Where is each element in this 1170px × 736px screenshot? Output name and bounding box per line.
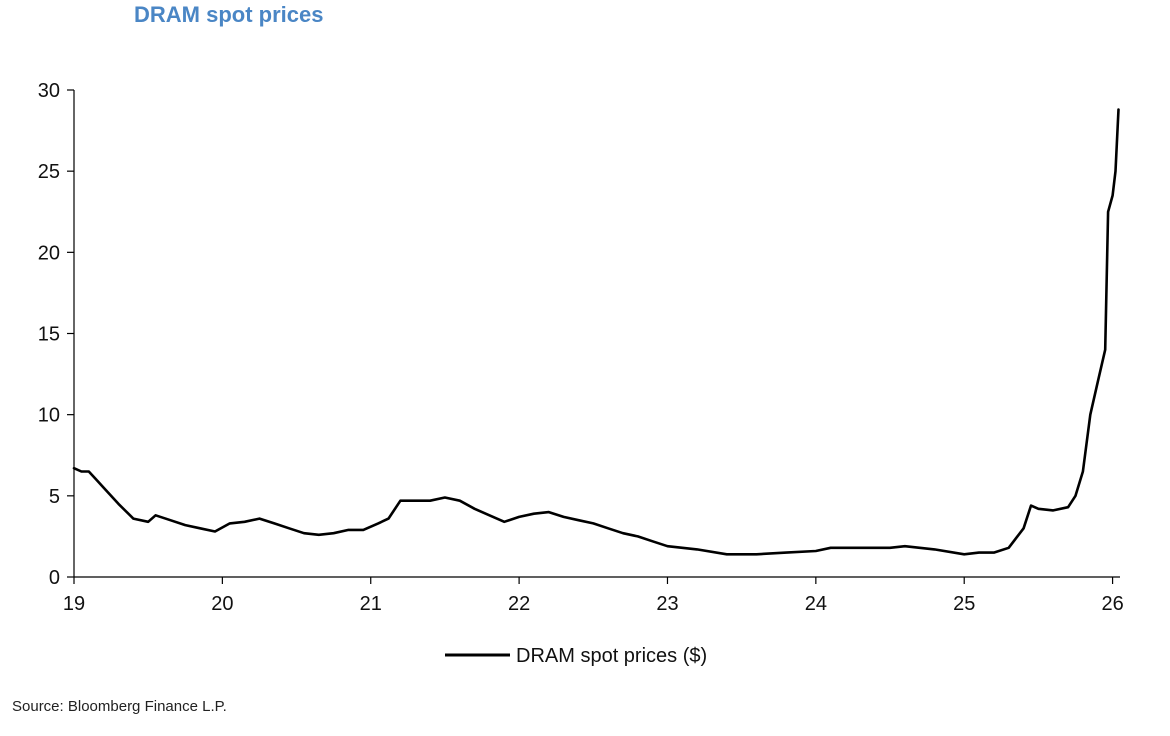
y-tick-label: 30	[38, 80, 60, 102]
source-note: Source: Bloomberg Finance L.P.	[12, 698, 227, 715]
y-tick-label: 20	[38, 242, 60, 264]
y-tick-label: 0	[49, 567, 60, 589]
chart-title: DRAM spot prices	[134, 2, 324, 27]
y-tick-label: 10	[38, 405, 60, 427]
legend-label: DRAM spot prices ($)	[516, 645, 707, 667]
series-group	[72, 108, 1120, 556]
y-tick-label: 5	[49, 486, 60, 508]
x-tick-label: 19	[63, 593, 85, 615]
x-tick-label: 24	[805, 593, 827, 615]
x-tick-label: 22	[508, 593, 530, 615]
x-tick-label: 23	[656, 593, 678, 615]
x-tick-label: 20	[211, 593, 233, 615]
x-tick-label: 25	[953, 593, 975, 615]
y-tick-label: 25	[38, 161, 60, 183]
x-axis: 19 20 21 22 23 24 25 26	[63, 576, 1124, 615]
y-axis: 0 5 10 15 20 25 30	[38, 80, 75, 589]
legend: DRAM spot prices ($)	[445, 645, 707, 667]
series-line-dram-spot-prices	[72, 108, 1120, 556]
x-tick-label: 26	[1101, 593, 1123, 615]
x-tick-label: 21	[360, 593, 382, 615]
y-tick-label: 15	[38, 324, 60, 346]
